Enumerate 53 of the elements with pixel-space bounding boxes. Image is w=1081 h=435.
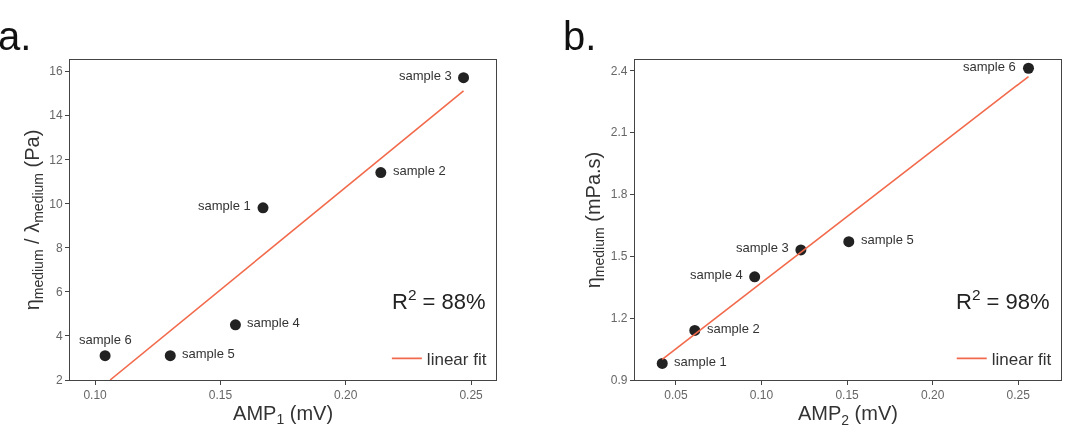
x-tick-label: 0.20 bbox=[920, 388, 945, 403]
y-tick-label: 2 bbox=[55, 373, 63, 388]
annotation: sample 3 bbox=[399, 68, 452, 83]
annotation: sample 5 bbox=[861, 232, 914, 247]
annotation: R$^{2}$ = 88% bbox=[392, 286, 486, 315]
y-tick-label: 1.5 bbox=[610, 249, 628, 264]
point bbox=[164, 350, 176, 362]
annotation: sample 1 bbox=[674, 354, 727, 369]
x-tick-label: 0.10 bbox=[83, 388, 108, 403]
annotation: sample 6 bbox=[79, 332, 132, 347]
annotation: R$^{2}$ = 98% bbox=[956, 286, 1050, 315]
point bbox=[656, 357, 668, 369]
annotation: sample 6 bbox=[963, 59, 1016, 74]
legend-label: linear fit bbox=[991, 349, 1052, 369]
y-tick-label: 6 bbox=[55, 284, 63, 299]
annotation: sample 4 bbox=[690, 267, 743, 282]
point bbox=[843, 236, 855, 248]
x-tick-label: 0.25 bbox=[459, 388, 484, 403]
y-tick-label: 0.9 bbox=[610, 373, 628, 388]
point bbox=[458, 72, 470, 84]
y-tick-label: 16 bbox=[49, 64, 63, 79]
chart-title: a. bbox=[0, 14, 32, 58]
y-tick-label: 10 bbox=[49, 196, 63, 211]
point bbox=[99, 350, 111, 362]
y-tick-label: 2.1 bbox=[610, 125, 628, 140]
y-tick-label: 14 bbox=[49, 108, 63, 123]
x-tick-label: 0.25 bbox=[1006, 388, 1031, 403]
y-tick-label: 1.2 bbox=[610, 311, 628, 326]
x-tick-label: 0.20 bbox=[334, 388, 358, 403]
x-tick-label: 0.10 bbox=[749, 388, 774, 403]
x-tick-label: 0.15 bbox=[835, 388, 860, 403]
x-tick-label: 0.15 bbox=[208, 388, 233, 403]
annotation: sample 2 bbox=[393, 163, 446, 178]
point bbox=[749, 271, 761, 283]
point bbox=[257, 202, 269, 214]
y-tick-label: 1.8 bbox=[610, 187, 628, 202]
annotation: sample 2 bbox=[707, 321, 760, 336]
x-tick-label: 0.05 bbox=[664, 388, 688, 403]
x-axis-title: AMP$_{1}$ (mV) bbox=[233, 401, 334, 428]
annotation: sample 5 bbox=[182, 346, 235, 361]
point bbox=[1022, 62, 1034, 74]
point bbox=[229, 319, 241, 331]
point bbox=[375, 167, 387, 179]
annotation: sample 1 bbox=[198, 198, 251, 213]
y-tick-label: 12 bbox=[49, 152, 63, 167]
y-tick-label: 2.4 bbox=[610, 63, 628, 78]
y-tick-label: 8 bbox=[55, 240, 63, 255]
chart-title: b. bbox=[563, 14, 597, 58]
x-axis-title: AMP$_{2}$ (mV) bbox=[797, 402, 898, 428]
legend-label: linear fit bbox=[426, 349, 487, 369]
y-tick-label: 4 bbox=[55, 329, 63, 344]
annotation: sample 4 bbox=[247, 315, 300, 330]
annotation: sample 3 bbox=[736, 240, 789, 255]
